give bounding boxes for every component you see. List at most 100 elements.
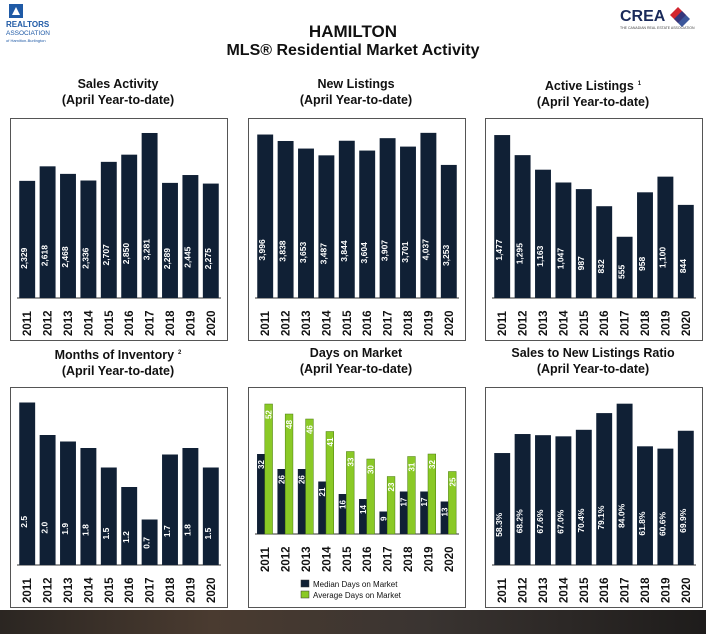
tick-label-2017: 2017 [383,546,395,572]
legend-label: Median Days on Market [313,580,398,589]
active-listings-chart: 1,477 2011 1,295 2012 1,163 2013 1,047 2014 987 2… [492,135,696,336]
chart-title-text: Days on Market [309,346,403,360]
bar-2019-series-1 [427,453,436,535]
bar-2020 [202,183,219,298]
bar-2011 [494,453,511,565]
tick-label-2020: 2020 [681,310,693,336]
logo-line-2: ASSOCIATION [6,30,50,37]
tick-label-2016: 2016 [599,310,611,336]
data-label: 1,477 [494,239,504,261]
footnote-marker: 1 [637,81,642,87]
bar-2013 [535,435,551,565]
tick-label-2015: 2015 [104,577,116,603]
logo-line-1: REALTORS [6,20,50,29]
data-label: 17 [400,497,409,506]
bar-2014-series-0 [318,481,326,534]
data-label: 41 [326,437,335,446]
page-title: HAMILTON [308,22,398,41]
bar-2011 [19,402,36,565]
data-label: 1,047 [555,248,565,270]
chart-subtitle: (April Year-to-date) [61,364,175,379]
data-label: 3,253 [441,245,451,267]
legend-swatch [300,590,310,599]
tick-label-2015: 2015 [342,546,354,572]
chart-subtitle: (April Year-to-date) [536,95,650,110]
tick-label-2012: 2012 [518,310,530,336]
tick-label-2019: 2019 [185,577,197,603]
data-label: 1.9 [60,523,70,535]
tick-label-2017: 2017 [383,310,395,336]
data-label: 2,618 [40,245,50,267]
chart-title-text: Active Listings [544,79,634,94]
tick-label-2016: 2016 [362,546,374,572]
data-label: 2,336 [80,247,90,269]
bar-2017-series-1 [386,476,396,535]
bar-2017 [141,132,158,298]
bar-2017 [616,236,633,298]
tick-label-2019: 2019 [660,577,672,603]
new-listings-chart: 3,996 2011 3,838 2012 3,653 2013 3,487 2014 3,84… [255,132,459,336]
bar-2011 [494,135,511,298]
data-label: 58.3% [494,512,504,537]
tick-label-2019: 2019 [423,546,435,572]
bar-2020 [440,164,457,298]
chart-title-text: Sales to New Listings Ratio [511,346,675,360]
bar-2019 [182,175,199,298]
bar-2014 [555,182,572,298]
data-label: 17 [420,497,429,506]
bar-2018 [162,454,178,565]
bar-2016-series-1 [366,458,375,535]
tick-label-2013: 2013 [301,546,313,572]
data-label: 3,604 [359,242,369,264]
bar-2018 [162,182,178,298]
data-label: 32 [428,460,437,469]
tick-label-2013: 2013 [63,577,75,603]
bar-2016 [121,154,138,298]
data-label: 958 [637,257,647,271]
tick-label-2016: 2016 [599,577,611,603]
tick-label-2015: 2015 [104,310,116,336]
data-label: 60.6% [657,512,667,537]
tick-label-2020: 2020 [444,546,456,572]
page-subtitle: MLS® Residential Market Activity [226,42,480,59]
bar-2013-series-1 [305,418,314,535]
chart-subtitle: (April Year-to-date) [299,362,413,376]
data-label: 26 [298,475,307,484]
chart-panel-sales: 2,329 2011 2,618 2012 2,468 2013 2,336 2014 2,70… [10,118,228,341]
data-label: 1,295 [515,243,525,265]
bar-2020 [677,430,694,565]
bar-2014 [80,448,97,565]
logo-line-3: of Hamilton-Burlington [6,38,46,43]
tick-label-2016: 2016 [362,310,374,336]
tick-label-2014: 2014 [321,310,333,336]
bar-2016 [359,150,376,298]
data-label: 2,275 [203,248,213,270]
tick-label-2011: 2011 [22,577,34,603]
data-label: 3,701 [400,241,410,263]
chart-title-snlr: Sales to New Listings Ratio (April Year-… [481,345,705,377]
chart-title-new-listings: New Listings (April Year-to-date) [244,76,468,108]
data-label: 1.5 [101,527,111,539]
data-label: 3,844 [339,240,349,262]
data-label: 3,281 [142,239,152,261]
chart-title-text: Sales Activity [77,77,159,91]
chart-title-text: Months of Inventory [54,348,175,363]
tick-label-2016: 2016 [124,310,136,336]
bar-2015-series-1 [346,451,355,535]
tick-label-2012: 2012 [43,577,55,603]
data-label: 832 [596,259,606,273]
tick-label-2012: 2012 [43,310,55,336]
bar-2017 [379,138,396,298]
bar-2014-series-1 [325,431,334,535]
bar-2017-series-0 [379,511,388,534]
tick-label-2013: 2013 [301,310,313,336]
tick-label-2012: 2012 [281,546,293,572]
chart-title-active-listings: Active Listings 1 (April Year-to-date) [481,76,705,110]
bar-2016-series-0 [359,499,367,534]
tick-label-2017: 2017 [620,310,632,336]
data-label: 3,996 [257,239,267,261]
data-label: 79.1% [596,505,606,530]
chart-subtitle: (April Year-to-date) [536,362,650,376]
bar-2018 [637,192,653,298]
tick-label-2011: 2011 [22,310,34,336]
